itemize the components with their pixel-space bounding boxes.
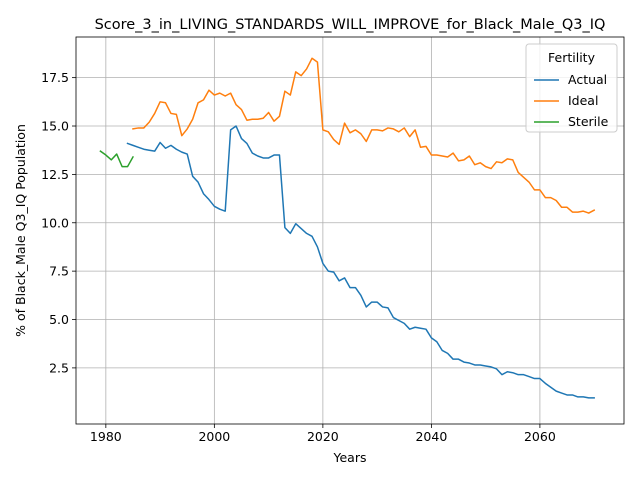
series-line-sterile xyxy=(99,150,134,168)
legend-label-actual: Actual xyxy=(568,72,607,87)
y-tick-label: 7.5 xyxy=(49,264,69,279)
legend-label-sterile: Sterile xyxy=(568,114,609,129)
x-axis-label: Years xyxy=(333,450,367,465)
y-tick-label: 10.0 xyxy=(41,215,69,230)
legend-items: Actual Ideal Sterile xyxy=(534,72,609,129)
y-axis-label: % of Black_Male Q3_IQ Population xyxy=(13,124,28,337)
chart-title: Score_3_in_LIVING_STANDARDS_WILL_IMPROVE… xyxy=(95,17,606,33)
y-tick-label: 5.0 xyxy=(49,312,69,327)
y-tick-label: 2.5 xyxy=(49,360,69,375)
x-tick-label: 1980 xyxy=(90,429,122,444)
x-tick-label: 2020 xyxy=(307,429,339,444)
x-tick-label: 2000 xyxy=(198,429,230,444)
x-axis: 1980 2000 2020 2040 2060 xyxy=(90,424,556,444)
legend-label-ideal: Ideal xyxy=(568,93,598,108)
series-line-actual xyxy=(126,125,595,399)
series-line-ideal xyxy=(132,57,596,214)
legend: Fertility Actual Ideal Sterile xyxy=(525,43,618,133)
legend-box xyxy=(525,43,618,133)
y-tick-label: 15.0 xyxy=(41,119,69,134)
series-layer xyxy=(99,57,596,399)
plot-frame xyxy=(75,36,625,425)
x-tick-label: 2060 xyxy=(524,429,556,444)
legend-title: Fertility xyxy=(548,50,596,65)
y-tick-label: 12.5 xyxy=(41,167,69,182)
y-axis: 2.5 5.0 7.5 10.0 12.5 15.0 17.5 xyxy=(41,70,76,375)
y-tick-label: 17.5 xyxy=(41,70,69,85)
x-tick-label: 2040 xyxy=(415,429,447,444)
